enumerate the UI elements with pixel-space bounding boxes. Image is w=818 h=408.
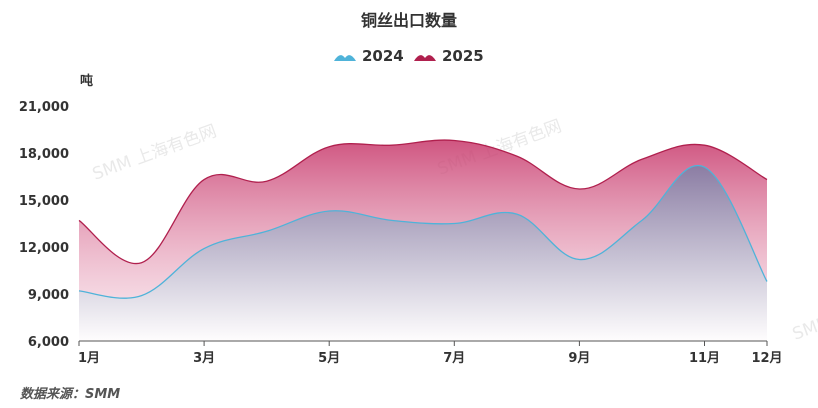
source-note: 数据来源：SMM — [20, 386, 120, 402]
y-tick-label: 18,000 — [19, 147, 69, 162]
legend-swatch-2024 — [334, 55, 356, 61]
line-series-2025[interactable] — [78, 139, 768, 265]
x-tick-label: 7月 — [443, 351, 465, 366]
y-axis-ticks: 6,000 9,000 12,000 15,000 18,000 21,000 — [19, 100, 69, 350]
y-tick-label: 15,000 — [19, 194, 69, 209]
legend-item-2025[interactable]: 2025 — [414, 47, 484, 65]
watermark-text-3: SMM 上海有色网 — [790, 281, 818, 344]
legend-swatch-2025 — [414, 55, 436, 61]
y-tick-label: 9,000 — [28, 288, 69, 303]
x-tick-label: 12月 — [751, 351, 782, 366]
x-tick-label: 1月 — [78, 351, 100, 366]
y-tick-label: 12,000 — [19, 241, 69, 256]
line-series-2024[interactable] — [78, 164, 768, 299]
legend-label-2024: 2024 — [362, 47, 404, 65]
watermark-text-1: SMM 上海有色网 — [90, 121, 219, 184]
y-axis-unit: 吨 — [80, 73, 93, 89]
chart-title: 铜丝出口数量 — [361, 11, 457, 30]
legend-label-2025: 2025 — [442, 47, 484, 65]
y-tick-label: 6,000 — [28, 335, 69, 350]
x-tick-label: 3月 — [193, 351, 215, 366]
plot-areas — [79, 140, 767, 341]
x-axis-ticks: 1月 3月 5月 7月 9月 11月 12月 — [78, 341, 783, 366]
x-tick-label: 11月 — [689, 351, 720, 366]
area-series-2024 — [79, 165, 767, 341]
legend: 2024 2025 — [334, 47, 484, 65]
plot-lines — [78, 139, 768, 299]
x-tick-label: 5月 — [318, 351, 340, 366]
y-tick-label: 21,000 — [19, 100, 69, 115]
x-tick-label: 9月 — [568, 351, 590, 366]
legend-item-2024[interactable]: 2024 — [334, 47, 404, 65]
